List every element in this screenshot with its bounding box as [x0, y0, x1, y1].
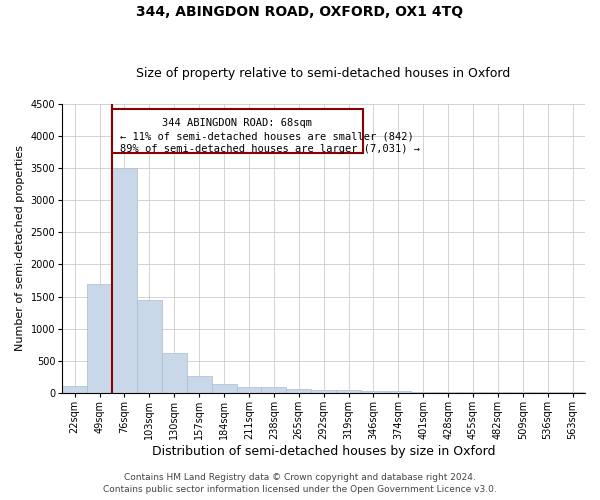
Bar	[62, 386, 87, 392]
Text: ← 11% of semi-detached houses are smaller (842): ← 11% of semi-detached houses are smalle…	[119, 132, 413, 142]
Bar	[336, 390, 361, 392]
Text: 344 ABINGDON ROAD: 68sqm: 344 ABINGDON ROAD: 68sqm	[163, 118, 313, 128]
Y-axis label: Number of semi-detached properties: Number of semi-detached properties	[15, 146, 25, 352]
Bar	[137, 300, 162, 392]
Bar	[112, 108, 363, 154]
Bar	[262, 388, 286, 392]
Bar	[187, 376, 212, 392]
Title: Size of property relative to semi-detached houses in Oxford: Size of property relative to semi-detach…	[137, 66, 511, 80]
Bar	[87, 284, 112, 393]
Bar	[236, 388, 262, 392]
Text: 344, ABINGDON ROAD, OXFORD, OX1 4TQ: 344, ABINGDON ROAD, OXFORD, OX1 4TQ	[136, 5, 464, 19]
X-axis label: Distribution of semi-detached houses by size in Oxford: Distribution of semi-detached houses by …	[152, 444, 496, 458]
Bar	[286, 390, 311, 392]
Bar	[361, 390, 386, 392]
Bar	[162, 353, 187, 393]
Text: Contains HM Land Registry data © Crown copyright and database right 2024.
Contai: Contains HM Land Registry data © Crown c…	[103, 473, 497, 494]
Bar	[311, 390, 336, 392]
Bar	[212, 384, 236, 392]
Bar	[112, 168, 137, 392]
Text: 89% of semi-detached houses are larger (7,031) →: 89% of semi-detached houses are larger (…	[119, 144, 419, 154]
